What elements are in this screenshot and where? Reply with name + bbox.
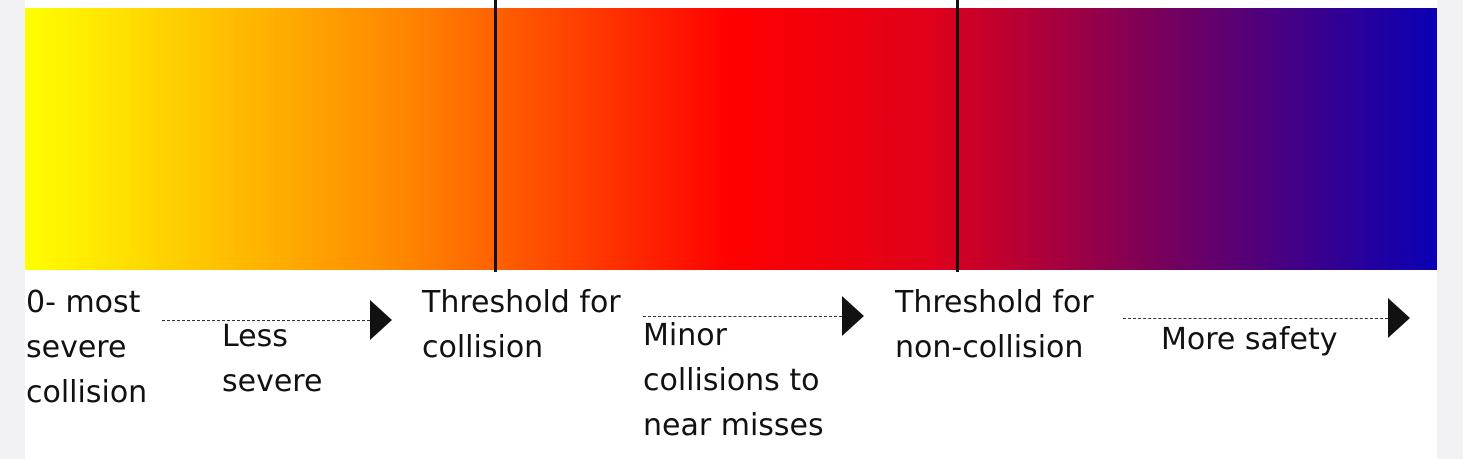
arrow-less-severe xyxy=(162,300,392,340)
label-threshold-collision: Threshold for collision xyxy=(422,285,621,365)
arrow-head-icon xyxy=(370,300,392,340)
arrow-dashed-line xyxy=(1123,318,1388,319)
arrow-dashed-line xyxy=(162,320,370,321)
non-collision-threshold-line xyxy=(956,0,959,272)
arrow-head-icon xyxy=(842,296,864,336)
label-most-severe-collision: 0- most severe collision xyxy=(26,285,148,410)
arrow-head-icon xyxy=(1388,298,1410,338)
label-threshold-non-collision: Threshold for non-collision xyxy=(895,285,1094,365)
collision-threshold-line xyxy=(494,0,497,272)
arrow-dashed-line xyxy=(643,316,842,317)
severity-gradient-bar xyxy=(25,8,1437,270)
label-less-severe: Less severe xyxy=(222,319,323,399)
arrow-more-safety xyxy=(1123,298,1410,338)
label-more-safety: More safety xyxy=(1161,322,1338,357)
arrow-minor-collisions xyxy=(643,296,864,336)
label-minor-collisions: Minor collisions to near misses xyxy=(643,318,824,443)
